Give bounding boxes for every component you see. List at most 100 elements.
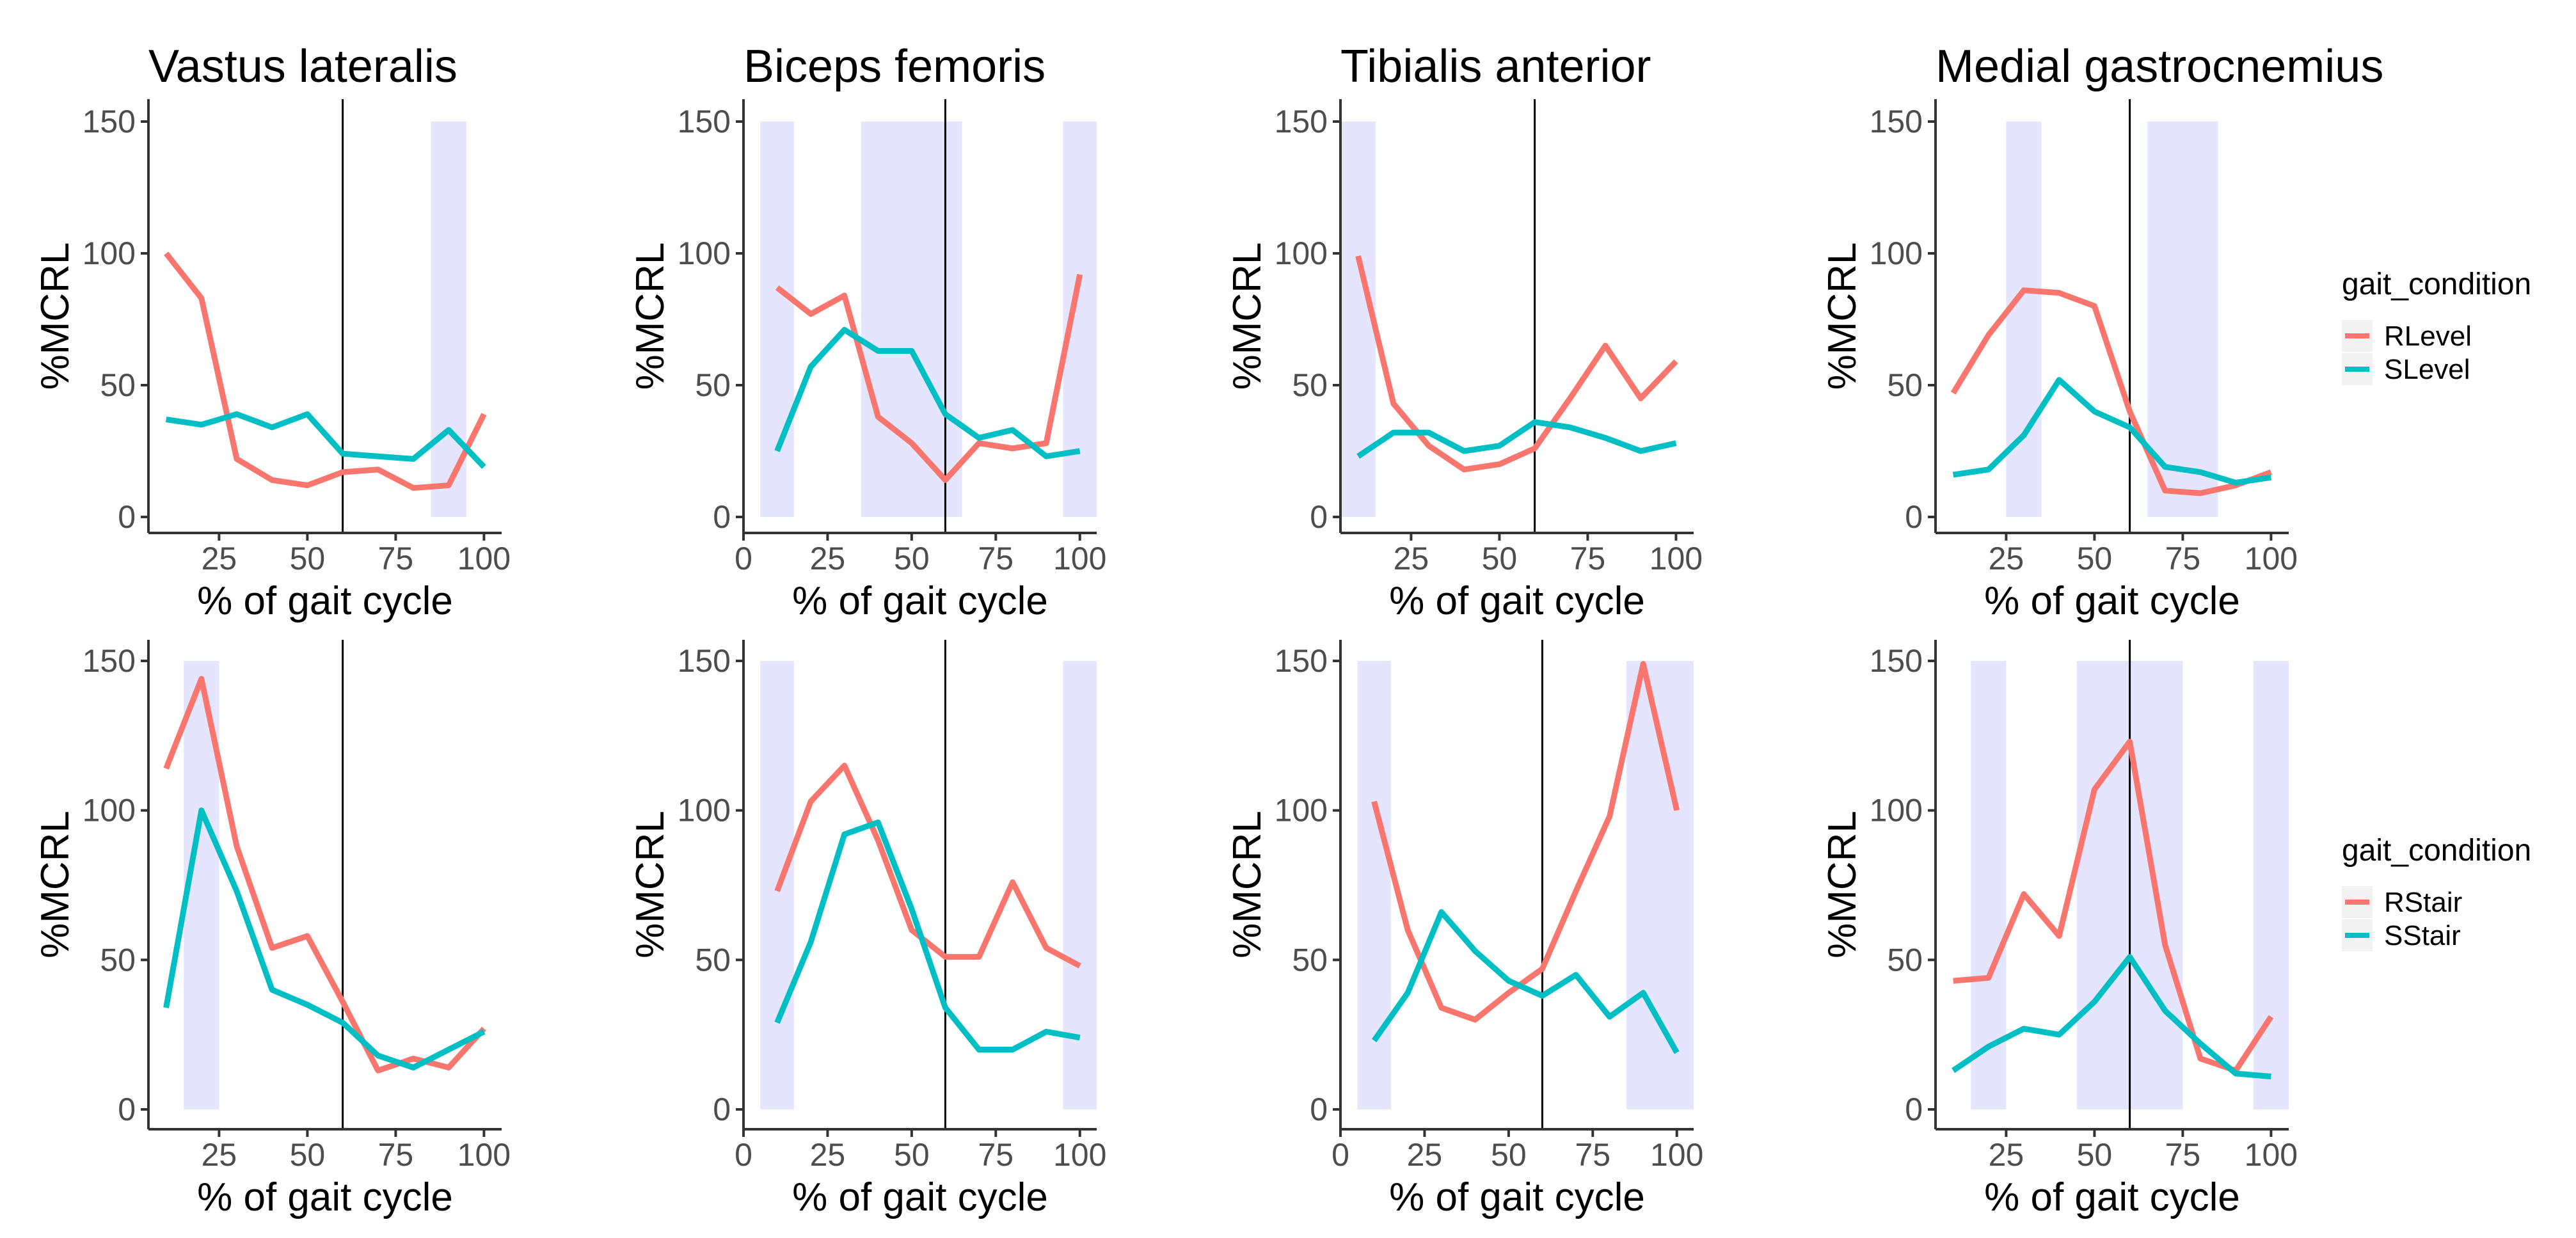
y-tick-label: 150 — [1870, 643, 1923, 679]
shaded-band-2 — [2147, 122, 2218, 517]
series-line-RLevel — [164, 251, 487, 491]
x-tick-label: 75 — [378, 1137, 414, 1173]
x-tick-label: 50 — [2077, 1137, 2113, 1173]
x-axis-title: % of gait cycle — [197, 1175, 453, 1219]
series-line-SStair — [774, 819, 1081, 1053]
x-tick-label: 50 — [290, 1137, 326, 1173]
shaded-band-3 — [2253, 661, 2289, 1109]
x-tick-label: 0 — [735, 541, 752, 576]
y-tick-label: 150 — [83, 104, 136, 139]
x-tick-label: 100 — [1650, 541, 1703, 576]
x-tick-label: 100 — [2245, 541, 2298, 576]
x-tick-label: 75 — [1575, 1137, 1610, 1173]
shaded-band-1 — [760, 122, 794, 517]
y-tick-label: 150 — [1275, 104, 1328, 139]
series-line-RStair — [774, 763, 1081, 969]
y-tick-label: 50 — [1887, 367, 1923, 403]
y-tick-label: 50 — [1292, 942, 1328, 978]
y-tick-label: 50 — [695, 942, 731, 978]
y-tick-label: 150 — [678, 104, 731, 139]
series-line-SStair — [163, 807, 486, 1071]
x-axis-title: % of gait cycle — [197, 579, 453, 623]
y-tick-label: 100 — [1870, 235, 1923, 271]
x-tick-label: 25 — [1407, 1137, 1443, 1173]
y-axis-title: %MCRL — [628, 242, 672, 390]
y-tick-label: 0 — [713, 1091, 731, 1127]
shaded-band-1 — [431, 122, 466, 517]
legend-label-SLevel: SLevel — [2384, 354, 2470, 385]
x-tick-label: 100 — [457, 1137, 511, 1173]
x-tick-label: 100 — [1053, 541, 1106, 576]
y-axis-title: %MCRL — [33, 811, 77, 958]
y-tick-label: 150 — [1870, 104, 1923, 139]
y-tick-label: 100 — [678, 793, 731, 829]
x-tick-label: 50 — [894, 541, 930, 576]
series-line-SLevel — [1952, 377, 2272, 486]
y-tick-label: 0 — [1310, 499, 1328, 535]
x-tick-label: 75 — [978, 1137, 1014, 1173]
series-line-SStair — [1371, 909, 1680, 1054]
x-axis-title: % of gait cycle — [1984, 1175, 2240, 1219]
panel-title: Tibialis anterior — [1340, 41, 1651, 92]
y-tick-label: 50 — [100, 942, 136, 978]
legend-label-SStair: SStair — [2384, 920, 2461, 951]
y-tick-label: 0 — [118, 499, 136, 535]
x-tick-label: 75 — [2165, 541, 2201, 576]
series-line-SLevel — [774, 326, 1081, 459]
panel-title: Medial gastrocnemius — [1936, 41, 2383, 92]
y-axis-title: %MCRL — [1820, 811, 1864, 958]
series-line-RLevel — [1950, 287, 2272, 496]
y-tick-label: 100 — [678, 235, 731, 271]
series-line-RStair — [1371, 661, 1680, 1023]
x-tick-label: 75 — [2165, 1137, 2201, 1173]
x-tick-label: 25 — [1394, 541, 1429, 576]
series-line-RStair — [163, 676, 486, 1074]
x-tick-label: 50 — [1491, 1137, 1527, 1173]
y-tick-label: 50 — [1887, 942, 1923, 978]
x-tick-label: 25 — [1989, 1137, 2024, 1173]
y-axis-title: %MCRL — [1225, 242, 1269, 390]
y-tick-label: 150 — [678, 643, 731, 679]
x-tick-label: 50 — [2077, 541, 2113, 576]
series-line-RLevel — [1355, 255, 1678, 473]
shaded-band-1 — [1971, 661, 2007, 1109]
x-tick-label: 50 — [894, 1137, 930, 1173]
x-tick-label: 0 — [1332, 1137, 1349, 1173]
y-tick-label: 0 — [118, 1091, 136, 1127]
series-line-SLevel — [1356, 419, 1677, 459]
legend-label-RStair: RStair — [2384, 887, 2462, 918]
legend-title: gait_condition — [2342, 834, 2531, 868]
x-tick-label: 100 — [2245, 1137, 2298, 1173]
x-tick-label: 75 — [1570, 541, 1606, 576]
panel-title: Vastus lateralis — [148, 41, 457, 92]
series-line-SStair — [1952, 954, 2271, 1080]
y-axis-title: %MCRL — [628, 811, 672, 958]
x-tick-label: 25 — [810, 1137, 846, 1173]
x-tick-label: 100 — [1053, 1137, 1106, 1173]
series-line-SLevel — [165, 411, 486, 469]
y-axis-title: %MCRL — [33, 242, 77, 390]
panel-title: Biceps femoris — [743, 41, 1046, 92]
y-tick-label: 50 — [100, 367, 136, 403]
y-tick-label: 0 — [713, 499, 731, 535]
y-tick-label: 100 — [1275, 793, 1328, 829]
legend-title: gait_condition — [2342, 267, 2531, 301]
legend-label-RLevel: RLevel — [2384, 321, 2472, 352]
x-axis-title: % of gait cycle — [1389, 1175, 1645, 1219]
x-tick-label: 100 — [457, 541, 511, 576]
x-tick-label: 25 — [202, 541, 237, 576]
x-axis-title: % of gait cycle — [1984, 579, 2240, 623]
x-axis-title: % of gait cycle — [1389, 579, 1645, 623]
x-tick-label: 25 — [810, 541, 846, 576]
shaded-band-1 — [1357, 661, 1391, 1109]
y-tick-label: 0 — [1310, 1091, 1328, 1127]
shaded-band-1 — [2006, 122, 2042, 517]
x-axis-title: % of gait cycle — [792, 1175, 1048, 1219]
